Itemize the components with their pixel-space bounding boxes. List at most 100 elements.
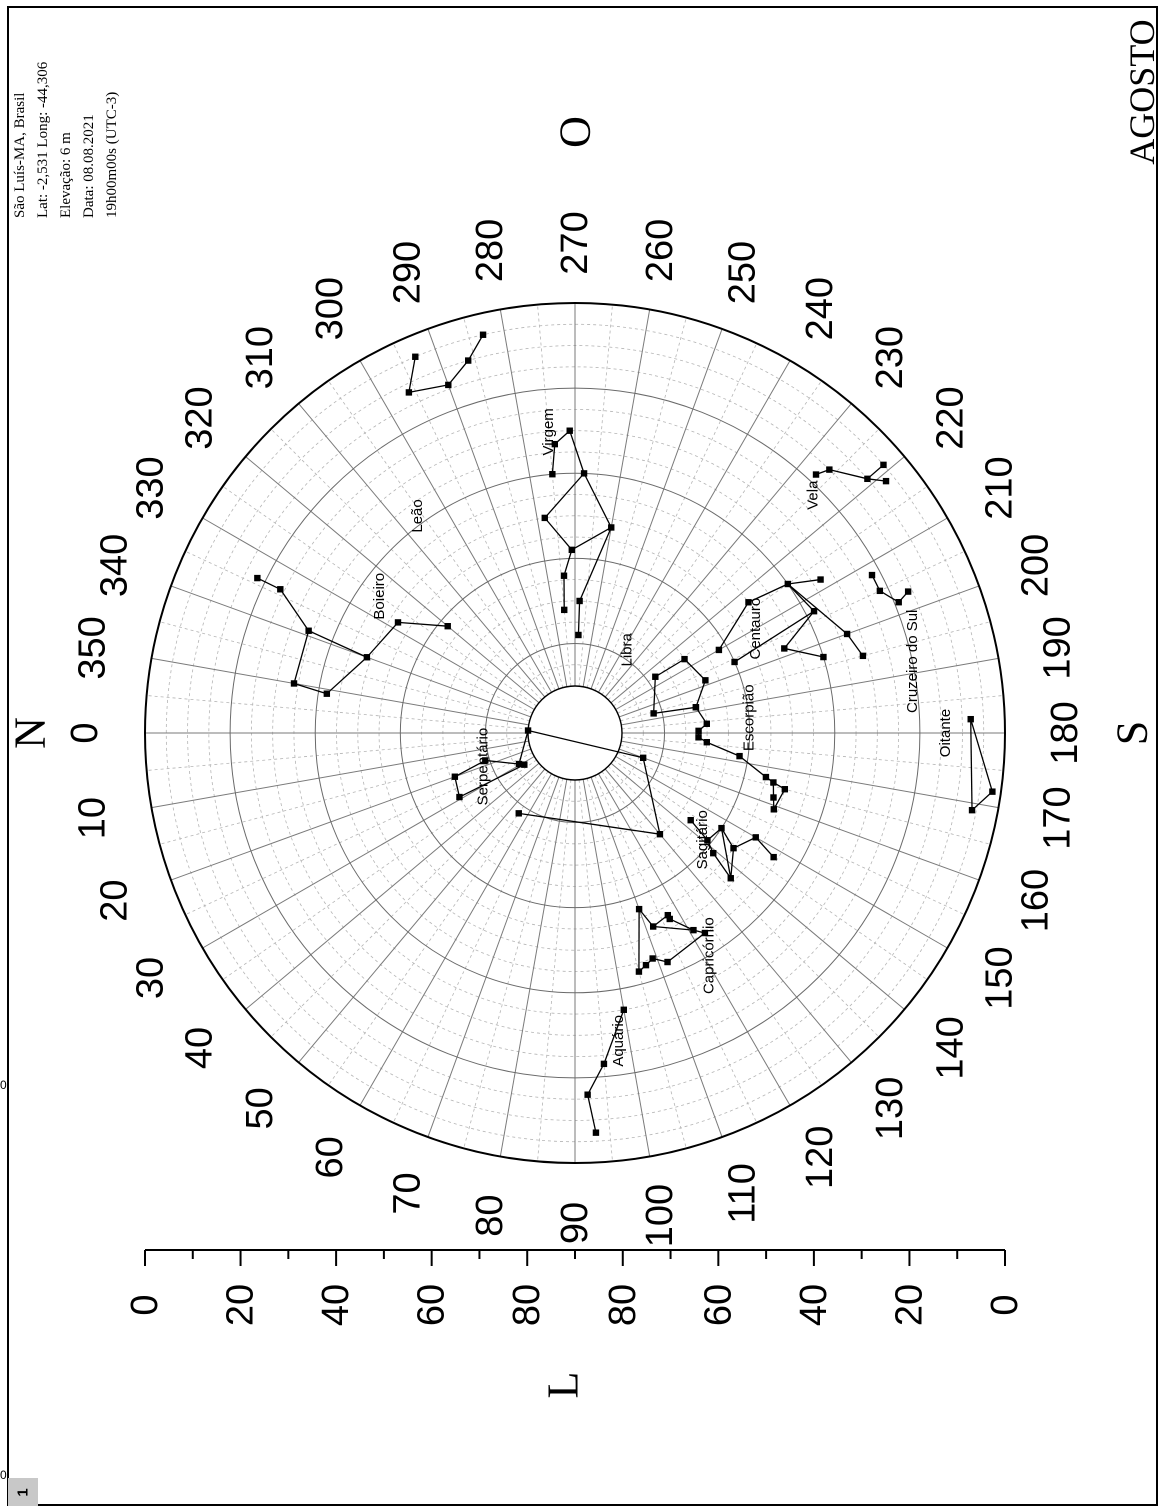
star-marker xyxy=(666,915,673,923)
minor-azimuth-line xyxy=(146,736,529,771)
star-marker xyxy=(405,389,413,396)
altitude-scale-label: 20 xyxy=(220,1284,262,1326)
minor-azimuth-line xyxy=(586,317,687,688)
constellation-line xyxy=(653,925,694,931)
star-marker xyxy=(701,929,709,937)
star-marker xyxy=(649,955,656,962)
minor-azimuth-line xyxy=(620,744,991,845)
constellation-line xyxy=(459,764,525,798)
azimuth-line xyxy=(604,768,852,1063)
constellation-line xyxy=(603,1009,625,1065)
star-marker xyxy=(989,788,996,795)
star-marker xyxy=(868,571,876,579)
azimuth-line xyxy=(151,740,529,809)
minor-azimuth-line xyxy=(601,380,822,695)
star-marker xyxy=(731,658,738,666)
azimuth-tick-label: 220 xyxy=(929,386,971,449)
star-marker xyxy=(290,680,298,687)
zenith-hub xyxy=(527,685,623,781)
star-marker xyxy=(692,704,700,711)
azimuth-line xyxy=(202,756,535,949)
star-marker xyxy=(560,572,568,579)
page-number-badge[interactable]: 1 xyxy=(8,1478,38,1506)
azimuth-line xyxy=(359,360,552,693)
page-frame xyxy=(7,6,1158,1506)
star-marker xyxy=(551,440,559,448)
constellation-line xyxy=(485,759,520,765)
azimuth-tick-label: 180 xyxy=(1044,701,1086,764)
star-marker xyxy=(664,958,671,966)
star-marker xyxy=(817,576,824,583)
cardinal-west: O xyxy=(551,116,600,148)
minor-azimuth-line xyxy=(621,695,1004,730)
constellation-line xyxy=(366,621,399,658)
star-marker xyxy=(521,761,528,768)
minor-azimuth-line xyxy=(617,752,965,916)
constellation-line xyxy=(739,755,767,778)
minor-azimuth-line xyxy=(222,759,537,980)
constellation-line xyxy=(773,788,786,810)
azimuth-tick-label: 80 xyxy=(469,1194,511,1236)
minor-azimuth-line xyxy=(617,550,965,714)
info-date: Data: 08.08.2021 xyxy=(81,114,97,218)
minor-azimuth-line xyxy=(270,428,543,701)
azimuth-line xyxy=(202,517,535,710)
constellation-line xyxy=(293,630,310,684)
constellation-line xyxy=(654,658,685,678)
star-marker xyxy=(967,715,974,723)
constellation-label: Oitante xyxy=(937,709,954,757)
star-marker xyxy=(702,677,709,684)
azimuth-line xyxy=(298,768,546,1063)
info-time: 19h00m00s (UTC-3) xyxy=(104,92,120,218)
constellation-label: Serpentário xyxy=(474,728,491,806)
azimuth-line xyxy=(590,776,723,1138)
constellation-line xyxy=(784,647,824,658)
star-marker xyxy=(254,574,261,582)
azimuth-tick-label: 10 xyxy=(71,797,113,839)
minor-azimuth-line xyxy=(270,765,543,1038)
star-marker xyxy=(864,475,871,483)
constellation-line xyxy=(718,601,750,651)
star-marker xyxy=(600,1060,608,1068)
star-marker xyxy=(305,627,312,634)
constellation-line xyxy=(447,360,469,386)
azimuth-tick-label: 330 xyxy=(130,456,172,519)
azimuth-line xyxy=(427,328,560,690)
star-marker xyxy=(770,794,777,801)
constellation-line xyxy=(257,577,281,590)
star-marker xyxy=(561,606,568,614)
star-marker xyxy=(479,331,487,338)
azimuth-tick-label: 20 xyxy=(94,879,136,921)
constellation-line xyxy=(544,472,585,519)
azimuth-tick-label: 160 xyxy=(1014,869,1056,932)
azimuth-line xyxy=(610,762,905,1010)
azimuth-tick-label: 210 xyxy=(978,456,1020,519)
azimuth-tick-label: 120 xyxy=(799,1126,841,1189)
azimuth-tick-label: 0 xyxy=(64,722,106,743)
star-marker xyxy=(690,926,697,934)
azimuth-tick-label: 200 xyxy=(1014,534,1056,597)
star-marker xyxy=(575,631,582,639)
minor-azimuth-line xyxy=(613,759,928,980)
azimuth-line xyxy=(245,456,540,704)
constellation-line xyxy=(690,819,708,841)
constellation-line xyxy=(577,600,581,636)
star-marker xyxy=(592,1129,600,1136)
constellation-line xyxy=(583,473,612,528)
constellation-line xyxy=(326,656,368,695)
azimuth-line xyxy=(610,456,905,704)
azimuth-tick-label: 290 xyxy=(386,241,428,304)
star-marker xyxy=(876,587,884,595)
constellation-line xyxy=(970,719,973,811)
altitude-ring xyxy=(399,557,751,909)
star-marker xyxy=(704,837,711,844)
azimuth-line xyxy=(615,517,948,710)
star-marker xyxy=(608,524,615,531)
minor-azimuth-line xyxy=(537,304,572,687)
constellation-line xyxy=(733,836,757,849)
altitude-scale-label: 60 xyxy=(411,1284,453,1326)
azimuth-tick-label: 320 xyxy=(179,386,221,449)
minor-azimuth-line xyxy=(392,343,556,691)
star-marker xyxy=(277,586,284,593)
info-location: São Luís-MA, Brasil xyxy=(12,93,28,218)
